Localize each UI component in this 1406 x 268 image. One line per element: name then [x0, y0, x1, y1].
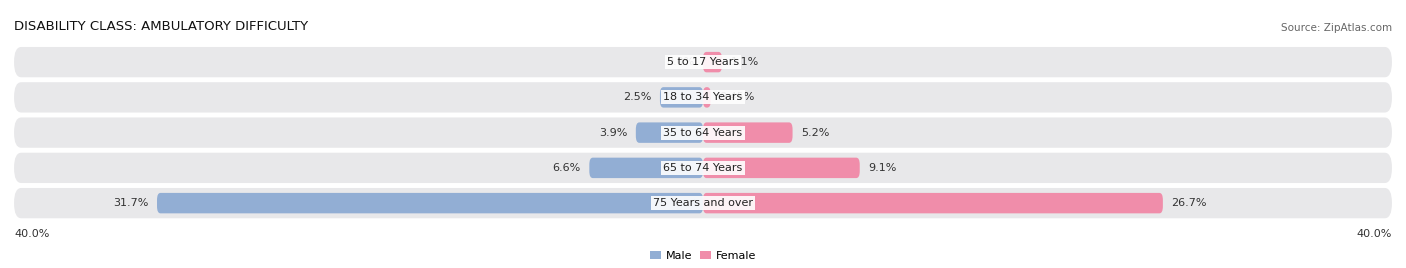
- FancyBboxPatch shape: [636, 122, 703, 143]
- Text: DISABILITY CLASS: AMBULATORY DIFFICULTY: DISABILITY CLASS: AMBULATORY DIFFICULTY: [14, 20, 308, 33]
- FancyBboxPatch shape: [703, 122, 793, 143]
- Text: 40.0%: 40.0%: [14, 229, 49, 239]
- FancyBboxPatch shape: [14, 188, 1392, 218]
- FancyBboxPatch shape: [659, 87, 703, 107]
- Text: 0.0%: 0.0%: [666, 57, 695, 67]
- FancyBboxPatch shape: [703, 52, 721, 72]
- FancyBboxPatch shape: [703, 87, 711, 107]
- FancyBboxPatch shape: [14, 117, 1392, 148]
- FancyBboxPatch shape: [703, 158, 859, 178]
- Text: 6.6%: 6.6%: [553, 163, 581, 173]
- FancyBboxPatch shape: [703, 193, 1163, 213]
- Text: 75 Years and over: 75 Years and over: [652, 198, 754, 208]
- Text: 1.1%: 1.1%: [731, 57, 759, 67]
- FancyBboxPatch shape: [14, 82, 1392, 113]
- Text: 5.2%: 5.2%: [801, 128, 830, 138]
- FancyBboxPatch shape: [589, 158, 703, 178]
- FancyBboxPatch shape: [14, 47, 1392, 77]
- Text: 26.7%: 26.7%: [1171, 198, 1206, 208]
- Text: 35 to 64 Years: 35 to 64 Years: [664, 128, 742, 138]
- Text: 0.45%: 0.45%: [720, 92, 755, 102]
- Text: 18 to 34 Years: 18 to 34 Years: [664, 92, 742, 102]
- FancyBboxPatch shape: [157, 193, 703, 213]
- Text: Source: ZipAtlas.com: Source: ZipAtlas.com: [1281, 23, 1392, 33]
- Text: 31.7%: 31.7%: [112, 198, 149, 208]
- Text: 2.5%: 2.5%: [623, 92, 651, 102]
- Text: 40.0%: 40.0%: [1357, 229, 1392, 239]
- Legend: Male, Female: Male, Female: [645, 246, 761, 265]
- Text: 65 to 74 Years: 65 to 74 Years: [664, 163, 742, 173]
- Text: 3.9%: 3.9%: [599, 128, 627, 138]
- FancyBboxPatch shape: [14, 153, 1392, 183]
- Text: 9.1%: 9.1%: [869, 163, 897, 173]
- Text: 5 to 17 Years: 5 to 17 Years: [666, 57, 740, 67]
